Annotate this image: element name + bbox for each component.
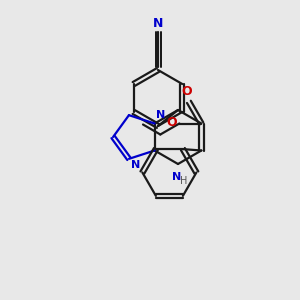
Text: N: N (153, 17, 163, 30)
Text: H: H (180, 176, 188, 186)
Text: O: O (182, 85, 192, 98)
Text: N: N (156, 110, 165, 121)
Text: N: N (131, 160, 140, 170)
Text: O: O (167, 116, 177, 129)
Text: N: N (172, 172, 182, 182)
